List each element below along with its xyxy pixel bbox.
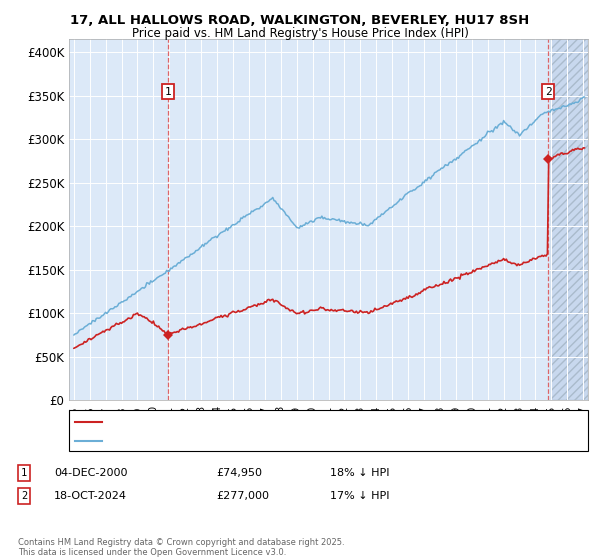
Text: 04-DEC-2000: 04-DEC-2000	[54, 468, 128, 478]
Text: 2: 2	[21, 491, 27, 501]
Text: £74,950: £74,950	[216, 468, 262, 478]
Text: Price paid vs. HM Land Registry's House Price Index (HPI): Price paid vs. HM Land Registry's House …	[131, 27, 469, 40]
Text: £277,000: £277,000	[216, 491, 269, 501]
Text: HPI: Average price, detached house, East Riding of Yorkshire: HPI: Average price, detached house, East…	[106, 436, 408, 446]
Text: 17, ALL HALLOWS ROAD, WALKINGTON, BEVERLEY, HU17 8SH (detached house): 17, ALL HALLOWS ROAD, WALKINGTON, BEVERL…	[106, 417, 506, 427]
Text: 1: 1	[164, 87, 172, 96]
Text: Contains HM Land Registry data © Crown copyright and database right 2025.
This d: Contains HM Land Registry data © Crown c…	[18, 538, 344, 557]
Text: 1: 1	[21, 468, 27, 478]
Text: 18-OCT-2024: 18-OCT-2024	[54, 491, 127, 501]
Text: 17% ↓ HPI: 17% ↓ HPI	[330, 491, 389, 501]
Bar	[551, 39, 588, 400]
Text: 2: 2	[545, 87, 551, 96]
Text: 17, ALL HALLOWS ROAD, WALKINGTON, BEVERLEY, HU17 8SH: 17, ALL HALLOWS ROAD, WALKINGTON, BEVERL…	[70, 14, 530, 27]
Text: 18% ↓ HPI: 18% ↓ HPI	[330, 468, 389, 478]
